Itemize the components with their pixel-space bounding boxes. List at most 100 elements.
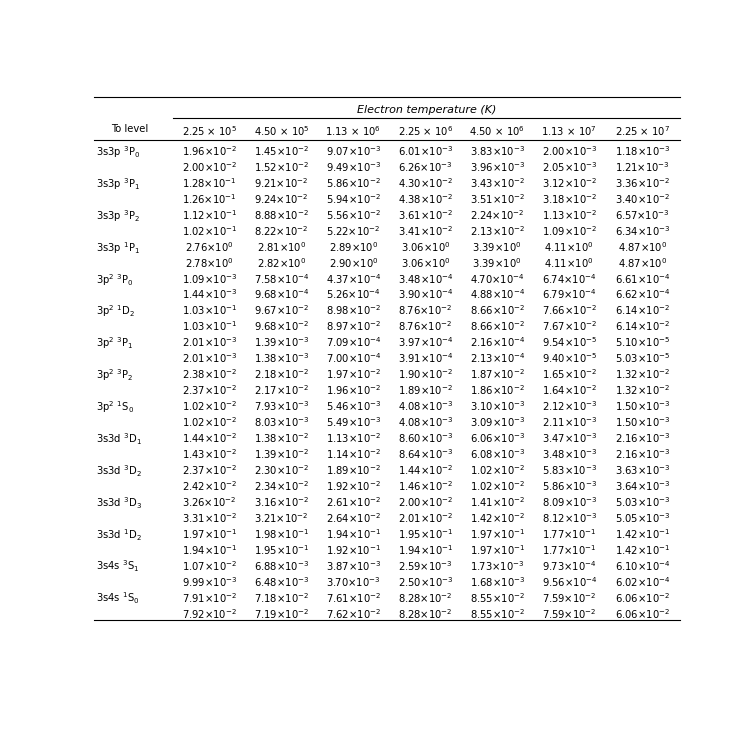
Text: 3.48×10$^{-3}$: 3.48×10$^{-3}$ xyxy=(541,447,597,461)
Text: 6.88×10$^{-3}$: 6.88×10$^{-3}$ xyxy=(254,559,309,573)
Text: 3.26×10$^{-2}$: 3.26×10$^{-2}$ xyxy=(182,495,236,509)
Text: 9.68×10$^{-4}$: 9.68×10$^{-4}$ xyxy=(254,288,309,301)
Text: 3.63×10$^{-3}$: 3.63×10$^{-3}$ xyxy=(615,463,670,477)
Text: 2.37×10$^{-2}$: 2.37×10$^{-2}$ xyxy=(182,383,237,397)
Text: 3.41×10$^{-2}$: 3.41×10$^{-2}$ xyxy=(398,223,453,238)
Text: 1.46×10$^{-2}$: 1.46×10$^{-2}$ xyxy=(398,479,453,493)
Text: 3s3d $^3$D$_1$: 3s3d $^3$D$_1$ xyxy=(96,431,142,447)
Text: 1.02×10$^{-1}$: 1.02×10$^{-1}$ xyxy=(182,223,237,238)
Text: 2.37×10$^{-2}$: 2.37×10$^{-2}$ xyxy=(182,463,237,477)
Text: 1.89×10$^{-2}$: 1.89×10$^{-2}$ xyxy=(326,463,381,477)
Text: 2.17×10$^{-2}$: 2.17×10$^{-2}$ xyxy=(254,383,309,397)
Text: 8.66×10$^{-2}$: 8.66×10$^{-2}$ xyxy=(470,320,525,333)
Text: 4.88×10$^{-4}$: 4.88×10$^{-4}$ xyxy=(470,288,525,301)
Text: 1.32×10$^{-2}$: 1.32×10$^{-2}$ xyxy=(615,383,670,397)
Text: 1.09×10$^{-3}$: 1.09×10$^{-3}$ xyxy=(182,272,237,286)
Text: 5.03×10$^{-3}$: 5.03×10$^{-3}$ xyxy=(615,495,670,509)
Text: Electron temperature (K): Electron temperature (K) xyxy=(357,105,496,115)
Text: 3.06×10$^{0}$: 3.06×10$^{0}$ xyxy=(400,240,450,254)
Text: 3.12×10$^{-2}$: 3.12×10$^{-2}$ xyxy=(541,176,596,189)
Text: 1.77×10$^{-1}$: 1.77×10$^{-1}$ xyxy=(542,527,596,541)
Text: 1.45×10$^{-2}$: 1.45×10$^{-2}$ xyxy=(254,144,309,158)
Text: 2.81×10$^{0}$: 2.81×10$^{0}$ xyxy=(257,240,306,254)
Text: 8.60×10$^{-3}$: 8.60×10$^{-3}$ xyxy=(398,431,453,445)
Text: 2.05×10$^{-3}$: 2.05×10$^{-3}$ xyxy=(541,160,597,174)
Text: 3s4s $^1$S$_0$: 3s4s $^1$S$_0$ xyxy=(96,591,140,606)
Text: 6.06×10$^{-2}$: 6.06×10$^{-2}$ xyxy=(615,607,670,621)
Text: 3.48×10$^{-4}$: 3.48×10$^{-4}$ xyxy=(398,272,453,286)
Text: 1.64×10$^{-2}$: 1.64×10$^{-2}$ xyxy=(541,383,596,397)
Text: 1.94×10$^{-1}$: 1.94×10$^{-1}$ xyxy=(182,543,237,556)
Text: 1.95×10$^{-1}$: 1.95×10$^{-1}$ xyxy=(398,527,453,541)
Text: 6.57×10$^{-3}$: 6.57×10$^{-3}$ xyxy=(615,208,670,222)
Text: 3.70×10$^{-3}$: 3.70×10$^{-3}$ xyxy=(326,575,381,588)
Text: 6.79×10$^{-4}$: 6.79×10$^{-4}$ xyxy=(542,288,596,301)
Text: 3.18×10$^{-2}$: 3.18×10$^{-2}$ xyxy=(541,192,596,206)
Text: 1.89×10$^{-2}$: 1.89×10$^{-2}$ xyxy=(398,383,453,397)
Text: 3.83×10$^{-3}$: 3.83×10$^{-3}$ xyxy=(470,144,525,158)
Text: 8.97×10$^{-2}$: 8.97×10$^{-2}$ xyxy=(325,320,381,333)
Text: 3.43×10$^{-2}$: 3.43×10$^{-2}$ xyxy=(470,176,525,189)
Text: 5.10×10$^{-5}$: 5.10×10$^{-5}$ xyxy=(615,335,670,349)
Text: 3.10×10$^{-3}$: 3.10×10$^{-3}$ xyxy=(470,400,525,413)
Text: 3.51×10$^{-2}$: 3.51×10$^{-2}$ xyxy=(470,192,525,206)
Text: 2.16×10$^{-4}$: 2.16×10$^{-4}$ xyxy=(470,335,525,349)
Text: 3.09×10$^{-3}$: 3.09×10$^{-3}$ xyxy=(470,415,525,429)
Text: 1.95×10$^{-1}$: 1.95×10$^{-1}$ xyxy=(254,543,309,556)
Text: 5.49×10$^{-3}$: 5.49×10$^{-3}$ xyxy=(325,415,381,429)
Text: 5.56×10$^{-2}$: 5.56×10$^{-2}$ xyxy=(325,208,381,222)
Text: 1.97×10$^{-2}$: 1.97×10$^{-2}$ xyxy=(325,368,381,381)
Text: 9.67×10$^{-2}$: 9.67×10$^{-2}$ xyxy=(254,303,309,317)
Text: 1.97×10$^{-1}$: 1.97×10$^{-1}$ xyxy=(470,543,525,556)
Text: 6.26×10$^{-3}$: 6.26×10$^{-3}$ xyxy=(398,160,453,174)
Text: 3p$^2$ $^3$P$_0$: 3p$^2$ $^3$P$_0$ xyxy=(96,272,134,288)
Text: 4.08×10$^{-3}$: 4.08×10$^{-3}$ xyxy=(398,415,453,429)
Text: 5.94×10$^{-2}$: 5.94×10$^{-2}$ xyxy=(325,192,381,206)
Text: 6.14×10$^{-2}$: 6.14×10$^{-2}$ xyxy=(615,303,670,317)
Text: 7.92×10$^{-2}$: 7.92×10$^{-2}$ xyxy=(182,607,237,621)
Text: 2.25 × 10$^5$: 2.25 × 10$^5$ xyxy=(182,124,237,138)
Text: 3.47×10$^{-3}$: 3.47×10$^{-3}$ xyxy=(541,431,597,445)
Text: 3.21×10$^{-2}$: 3.21×10$^{-2}$ xyxy=(254,511,309,525)
Text: 3p$^2$ $^1$D$_2$: 3p$^2$ $^1$D$_2$ xyxy=(96,303,135,320)
Text: 5.03×10$^{-5}$: 5.03×10$^{-5}$ xyxy=(615,352,670,366)
Text: 6.10×10$^{-4}$: 6.10×10$^{-4}$ xyxy=(615,559,670,573)
Text: 3.06×10$^{0}$: 3.06×10$^{0}$ xyxy=(400,256,450,269)
Text: 4.38×10$^{-2}$: 4.38×10$^{-2}$ xyxy=(398,192,453,206)
Text: 1.38×10$^{-2}$: 1.38×10$^{-2}$ xyxy=(254,431,309,445)
Text: 9.56×10$^{-4}$: 9.56×10$^{-4}$ xyxy=(541,575,597,588)
Text: 1.42×10$^{-2}$: 1.42×10$^{-2}$ xyxy=(470,511,525,525)
Text: 3s3p $^3$P$_2$: 3s3p $^3$P$_2$ xyxy=(96,208,140,223)
Text: 1.09×10$^{-2}$: 1.09×10$^{-2}$ xyxy=(541,223,596,238)
Text: 7.58×10$^{-4}$: 7.58×10$^{-4}$ xyxy=(254,272,309,286)
Text: 3.36×10$^{-2}$: 3.36×10$^{-2}$ xyxy=(615,176,670,189)
Text: 3p$^2$ $^3$P$_2$: 3p$^2$ $^3$P$_2$ xyxy=(96,368,134,383)
Text: 8.55×10$^{-2}$: 8.55×10$^{-2}$ xyxy=(470,607,525,621)
Text: 4.87×10$^{0}$: 4.87×10$^{0}$ xyxy=(618,240,667,254)
Text: 1.65×10$^{-2}$: 1.65×10$^{-2}$ xyxy=(541,368,596,381)
Text: 4.11×10$^{0}$: 4.11×10$^{0}$ xyxy=(544,256,594,269)
Text: 1.96×10$^{-2}$: 1.96×10$^{-2}$ xyxy=(325,383,381,397)
Text: 2.30×10$^{-2}$: 2.30×10$^{-2}$ xyxy=(254,463,309,477)
Text: 7.62×10$^{-2}$: 7.62×10$^{-2}$ xyxy=(325,607,381,621)
Text: 5.46×10$^{-3}$: 5.46×10$^{-3}$ xyxy=(325,400,381,413)
Text: 1.12×10$^{-1}$: 1.12×10$^{-1}$ xyxy=(182,208,237,222)
Text: 3s3p $^1$P$_1$: 3s3p $^1$P$_1$ xyxy=(96,240,140,255)
Text: 2.16×10$^{-3}$: 2.16×10$^{-3}$ xyxy=(615,431,670,445)
Text: 1.14×10$^{-2}$: 1.14×10$^{-2}$ xyxy=(325,447,381,461)
Text: 2.90×10$^{0}$: 2.90×10$^{0}$ xyxy=(328,256,378,269)
Text: 3.90×10$^{-4}$: 3.90×10$^{-4}$ xyxy=(398,288,453,301)
Text: 1.96×10$^{-2}$: 1.96×10$^{-2}$ xyxy=(182,144,237,158)
Text: 1.03×10$^{-1}$: 1.03×10$^{-1}$ xyxy=(182,320,237,333)
Text: 9.68×10$^{-2}$: 9.68×10$^{-2}$ xyxy=(254,320,309,333)
Text: 4.30×10$^{-2}$: 4.30×10$^{-2}$ xyxy=(398,176,453,189)
Text: 1.92×10$^{-2}$: 1.92×10$^{-2}$ xyxy=(326,479,381,493)
Text: 4.50 × 10$^6$: 4.50 × 10$^6$ xyxy=(470,124,525,138)
Text: 6.62×10$^{-4}$: 6.62×10$^{-4}$ xyxy=(615,288,670,301)
Text: 5.22×10$^{-2}$: 5.22×10$^{-2}$ xyxy=(326,223,381,238)
Text: 4.37×10$^{-4}$: 4.37×10$^{-4}$ xyxy=(325,272,381,286)
Text: 2.78×10$^{0}$: 2.78×10$^{0}$ xyxy=(185,256,234,269)
Text: 3.96×10$^{-3}$: 3.96×10$^{-3}$ xyxy=(470,160,525,174)
Text: To level: To level xyxy=(111,124,149,134)
Text: 1.03×10$^{-1}$: 1.03×10$^{-1}$ xyxy=(182,303,237,317)
